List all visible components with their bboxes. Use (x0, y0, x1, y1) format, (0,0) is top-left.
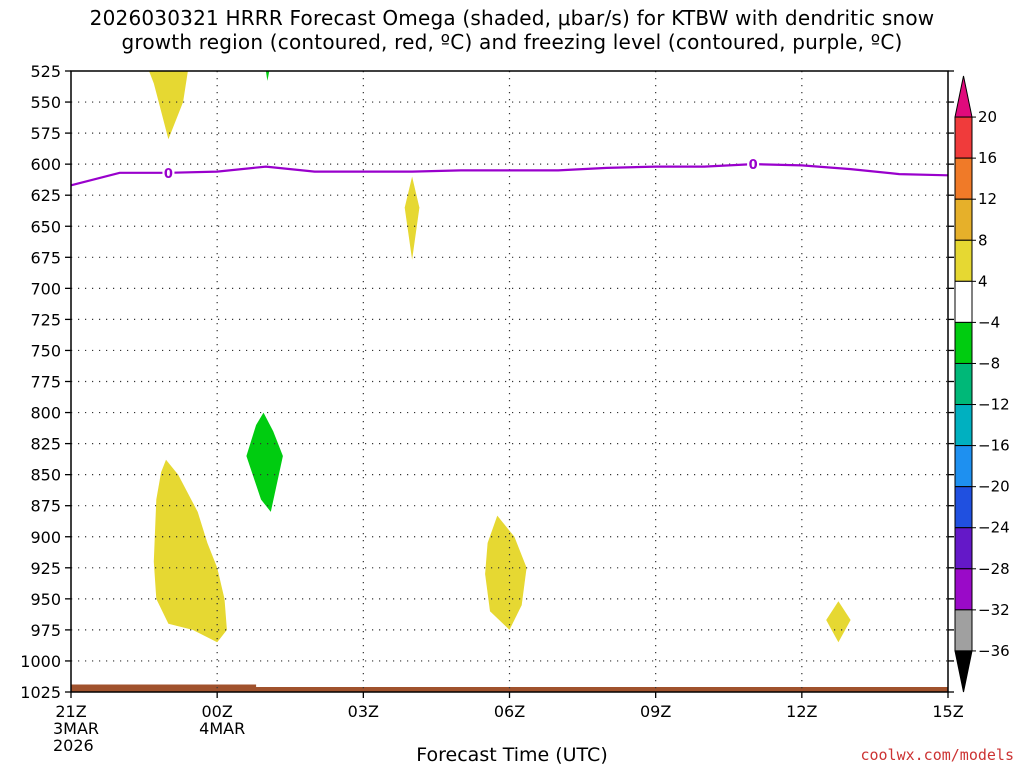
y-tick-label: 550 (30, 93, 61, 112)
chart-title: 2026030321 HRRR Forecast Omega (shaded, … (0, 6, 1024, 54)
y-tick-label: 625 (30, 186, 61, 205)
omega-region-4 (246, 412, 283, 512)
x-tick-label: 00Z (202, 702, 233, 721)
colorbar-swatch (954, 116, 973, 159)
x-tick-label: 12Z (786, 702, 817, 721)
freezing-label-bg-1 (162, 164, 175, 181)
y-tick-label: 525 (30, 62, 61, 81)
colorbar-swatch (954, 157, 973, 200)
omega-region-1 (149, 71, 188, 140)
freezing-level-contour: 00 (70, 156, 949, 187)
colorbar-label: −20 (978, 478, 1010, 496)
omega-region-2 (265, 71, 270, 81)
x-tick-label: 3MAR (53, 719, 99, 738)
colorbar-swatch (954, 404, 973, 447)
freezing-label-bg-2 (747, 156, 760, 173)
y-tick-label: 850 (30, 466, 61, 485)
colorbar-label: −28 (978, 560, 1010, 578)
colorbar-swatch (954, 362, 973, 406)
x-tick-label: 09Z (640, 702, 671, 721)
y-tick-label: 800 (30, 404, 61, 423)
terrain-fill (71, 684, 948, 692)
y-tick-label: 900 (30, 528, 61, 547)
y-tick-label: 875 (30, 497, 61, 516)
omega-region-3 (404, 176, 420, 260)
colorbar-swatch (954, 609, 973, 652)
colorbar-label: 16 (978, 149, 997, 167)
colorbar-label: −36 (978, 642, 1010, 660)
omega-shading (149, 71, 851, 643)
y-tick-label: 725 (30, 310, 61, 329)
y-tick-label: 700 (30, 279, 61, 298)
terrain-layer (71, 684, 948, 692)
y-tick-label: 650 (30, 217, 61, 236)
colorbar-cap-top (954, 75, 973, 118)
y-tick-label: 1000 (20, 652, 61, 671)
colorbar-label: −32 (978, 601, 1010, 619)
colorbar-swatch (954, 445, 973, 488)
x-tick-label: 2026 (53, 736, 94, 755)
colorbar-cap-bottom (954, 650, 973, 693)
colorbar-label: 4 (978, 272, 988, 290)
colorbar-label: 20 (978, 108, 997, 126)
colorbar-label: −4 (978, 313, 1000, 331)
omega-region-7 (826, 601, 851, 643)
y-tick-label: 975 (30, 621, 61, 640)
colorbar-swatch (954, 198, 973, 241)
colorbar-label: −16 (978, 437, 1010, 455)
y-tick-label: 575 (30, 124, 61, 143)
x-tick-label: 06Z (494, 702, 525, 721)
freezing-level-line (70, 162, 949, 187)
colorbar-label: −24 (978, 519, 1010, 537)
x-tick-label: 21Z (55, 702, 86, 721)
freezing-level-label: 0 (749, 158, 758, 173)
x-tick-label: 03Z (348, 702, 379, 721)
source-credit: coolwx.com/models (860, 746, 1014, 764)
y-tick-label: 750 (30, 341, 61, 360)
colorbar-swatch (954, 568, 973, 611)
colorbar: 20 16 12 8 4 −4 −8 −12 −16 −20 −24 −28 −32 −36 (954, 75, 1010, 693)
omega-region-6 (485, 515, 527, 630)
colorbar-swatch (954, 280, 973, 323)
y-tick-label: 600 (30, 155, 61, 174)
y-tick-label: 775 (30, 373, 61, 392)
colorbar-label: −8 (978, 354, 1000, 372)
y-tick-label: 950 (30, 590, 61, 609)
y-tick-label: 1025 (20, 683, 61, 702)
chart-title-line-1: 2026030321 HRRR Forecast Omega (shaded, … (89, 6, 935, 30)
x-tick-label: 4MAR (199, 719, 245, 738)
colorbar-swatch (954, 239, 973, 282)
y-tick-label: 925 (30, 559, 61, 578)
x-axis-label: Forecast Time (UTC) (416, 744, 608, 766)
colorbar-swatch (954, 527, 973, 570)
colorbar-swatch (954, 486, 973, 529)
omega-region-5 (153, 459, 227, 643)
colorbar-swatch (954, 321, 973, 364)
freezing-level-label: 0 (164, 167, 173, 182)
y-tick-label: 675 (30, 248, 61, 267)
x-tick-label: 15Z (932, 702, 963, 721)
y-axis: 525 550 575 600 625 650 675 700 725 750 775 800 825 8… (20, 62, 954, 702)
colorbar-label: 8 (978, 231, 988, 249)
colorbar-label: −12 (978, 396, 1010, 414)
chart-title-line-2: growth region (contoured, red, ºC) and f… (121, 30, 903, 54)
colorbar-label: 12 (978, 190, 997, 208)
y-tick-label: 825 (30, 435, 61, 454)
